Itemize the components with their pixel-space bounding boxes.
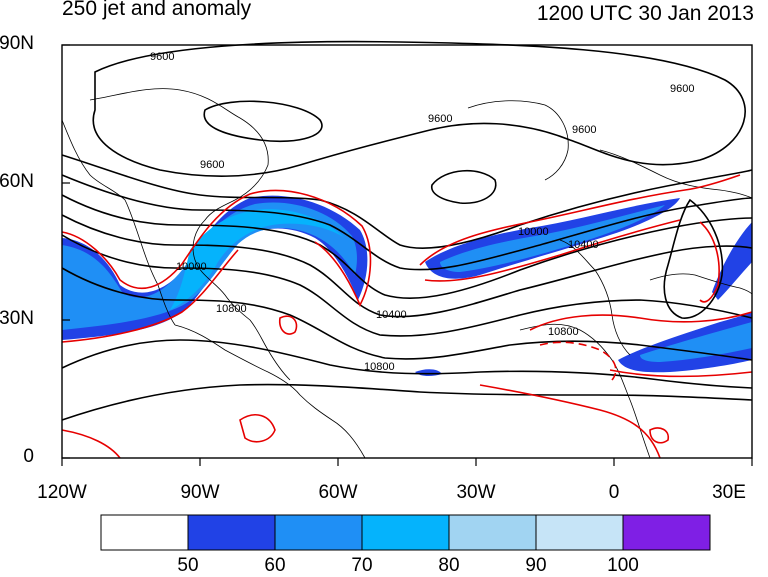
contour-label: 9600	[150, 51, 174, 63]
lon-label-0: 0	[608, 482, 620, 503]
colorbar-label: 60	[264, 555, 286, 576]
colorbar-label: 90	[525, 555, 547, 576]
colorbar-swatch	[448, 514, 537, 551]
anomaly-contours	[61, 174, 753, 459]
contour-label: 10800	[548, 326, 579, 338]
contour-label: 10400	[568, 239, 599, 251]
contour-label: 10800	[216, 303, 247, 315]
contour-label: 9600	[670, 83, 694, 95]
contour-label: 10000	[176, 261, 207, 273]
lon-label-30w: 30W	[456, 482, 496, 503]
lon-label-30e: 30E	[712, 482, 746, 503]
lon-label-120w: 120W	[37, 482, 87, 503]
colorbar-swatch	[361, 514, 450, 551]
jet-band-north-america-core	[170, 209, 345, 310]
contour-label: 9600	[200, 159, 224, 171]
contour-labels: 9600 9600 9600 9600 9600 10000 10000 104…	[150, 51, 694, 373]
contour-label: 9600	[572, 124, 596, 136]
lat-label-90n: 90N	[0, 33, 34, 54]
lon-label-90w: 90W	[180, 482, 220, 503]
map-valid-time: 1200 UTC 30 Jan 2013	[536, 2, 754, 25]
colorbar-swatch	[622, 514, 711, 551]
contour-label: 9600	[428, 113, 452, 125]
contour-label: 10000	[518, 226, 549, 238]
contour-label: 10800	[364, 361, 395, 373]
jet-band-europe	[712, 222, 752, 300]
lat-label-60n: 60N	[0, 171, 34, 192]
colorbar	[100, 514, 711, 551]
contour-label: 10400	[376, 309, 407, 321]
jet-shading	[62, 195, 752, 377]
colorbar-label: 80	[438, 555, 460, 576]
colorbar-swatch	[100, 514, 189, 551]
lon-label-60w: 60W	[318, 482, 358, 503]
colorbar-label: 50	[177, 555, 199, 576]
lat-label-0: 0	[23, 446, 34, 467]
colorbar-label: 70	[351, 555, 373, 576]
jet-band-atlantic-inner	[440, 205, 665, 272]
jet-band-small-atlantic	[415, 369, 442, 377]
colorbar-label: 100	[607, 555, 639, 576]
colorbar-swatch	[274, 514, 363, 551]
map-frame	[61, 44, 753, 459]
axis-ticks	[61, 44, 753, 466]
colorbar-swatch	[187, 514, 276, 551]
lat-label-30n: 30N	[0, 308, 34, 329]
map-title: 250 jet and anomaly	[62, 0, 252, 20]
jet-band-africa-inner	[640, 322, 752, 362]
height-contours	[61, 40, 753, 421]
colorbar-swatch	[535, 514, 624, 551]
coastlines	[61, 88, 753, 459]
